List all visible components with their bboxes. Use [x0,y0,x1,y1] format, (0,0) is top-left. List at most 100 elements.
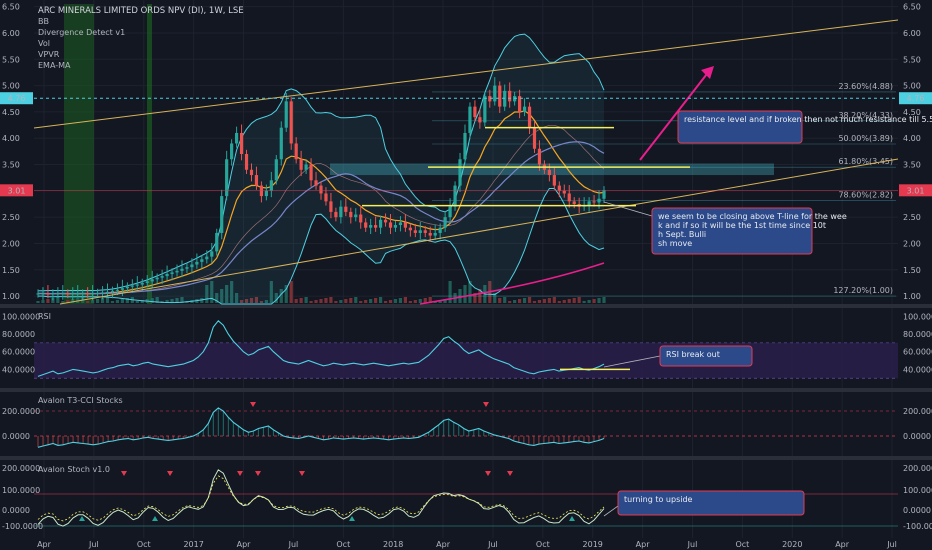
volume-bar-12 [95,299,100,303]
price-tick-left-4: 4.50 [2,108,20,117]
cci-tick-right-0: 200.0000 [903,407,932,416]
note-text-2-0: RSI break out [666,350,720,359]
time-tick-1: Jul [88,540,99,549]
candle-body-42 [244,154,249,170]
candle-body-108 [572,201,576,204]
pane-divider-2 [0,456,932,460]
candle-body-100 [532,127,537,149]
candle-body-87 [468,106,472,133]
fib-label-0: 23.60%(4.88) [838,82,893,91]
time-tick-16: Apr [835,540,850,549]
volume-bar-17 [120,299,125,303]
stoch-sell-marker-3 [255,471,261,476]
fib-label-1: 38.20%(4.33) [838,111,893,120]
candle-body-70 [383,219,388,223]
axes: 6.50 6.50 6.00 6.00 5.50 5.50 5.00 5.00 4.50 4.50… [0,3,932,549]
volume-bar-76 [413,300,417,303]
volume-bar-103 [547,298,551,303]
volume-bar-64 [354,297,358,303]
candle-body-20 [135,284,139,286]
stoch-buy-marker-2 [349,516,355,521]
candle-body-99 [527,106,532,128]
volume-bar-13 [100,298,105,303]
upper-badge-left: 4.76 [8,94,26,103]
candle-body-86 [463,132,467,160]
indicator-label-vpvr[interactable]: VPVR [38,50,60,59]
note-text-1-3: sh move [658,239,692,248]
candle-body-78 [423,230,427,233]
volume-bar-29 [180,297,184,303]
candle-body-28 [175,270,179,273]
candle-body-66 [364,222,368,228]
candle-body-41 [239,132,244,154]
time-tick-13: Jul [687,540,698,549]
candle-body-52 [294,143,298,160]
price-tick-right-11: 1.00 [903,292,921,301]
volume-bar-42 [244,299,249,303]
resistance-zone [330,163,774,176]
price-tick-left-9: 2.00 [2,239,20,248]
candle-body-45 [259,185,264,197]
drawing-tools[interactable] [33,19,899,305]
candle-body-62 [344,206,348,212]
note-box-2 [659,345,753,367]
candle-body-112 [592,201,596,203]
stoch-buy-marker-1 [152,516,158,521]
candle-body-32 [195,261,199,265]
cci-tick-left-0: 200.0000 [2,407,40,416]
time-tick-8: Apr [436,540,451,549]
candle-body-73 [398,222,403,226]
volume-bar-5 [61,301,65,303]
volume-bar-106 [562,300,566,303]
volume-bar-78 [423,298,427,303]
volume-bar-102 [542,299,547,303]
note-text-1-1: k and if so it will be the 1st time sinc… [658,221,826,230]
candle-body-16 [115,289,120,291]
indicator-label-vol[interactable]: Vol [38,39,50,48]
indicator-label-ema-ma[interactable]: EMA-MA [38,61,71,70]
candle-body-54 [304,164,308,170]
candle-body-8 [76,293,80,295]
stoch-pane-title: Avalon Stoch v1.0 [38,465,110,474]
candle-body-64 [354,214,358,218]
volume-bar-96 [513,300,517,303]
pane-divider-1 [0,388,932,392]
candle-body-91 [488,96,492,102]
indicator-label-divergence[interactable]: Divergence Detect v1 [38,28,125,37]
candle-body-105 [557,185,561,191]
candle-body-63 [349,211,353,218]
fibonacci-levels: 23.60%(4.88) 38.20%(4.33) 50.00%(3.89) 61.8… [330,82,896,297]
candle-body-67 [369,225,373,228]
candle-body-22 [145,281,149,283]
candle-body-88 [473,106,477,118]
volume-bar-40 [234,293,239,303]
annotation-callouts[interactable]: resistance level and if broken then not … [603,110,932,517]
candle-body-71 [388,222,393,228]
upper-badge-left-bg [0,92,33,105]
stoch-d-line [37,475,605,522]
indicator-label-bb[interactable]: BB [38,17,49,26]
candle-body-76 [413,230,417,233]
time-tick-2: Oct [137,540,151,549]
volume-bar-57 [319,299,323,303]
fib-label-4: 78.60%(2.82) [838,190,893,199]
stoch-sell-marker-6 [507,471,513,476]
volume-bar-10 [86,301,90,303]
volume-bar-52 [294,299,298,303]
candle-body-44 [254,175,259,186]
volume-bar-41 [239,300,244,303]
price-tick-left-2: 5.50 [2,55,20,64]
candle-body-113 [597,198,601,203]
volume-bar-108 [572,298,576,303]
chart-legend: ARC MINERALS LIMITED ORDS NPV (DI), 1W, … [38,6,244,474]
volume-bar-81 [438,300,442,303]
symbol-title: ARC MINERALS LIMITED ORDS NPV (DI), 1W, … [38,6,244,16]
price-tick-left-0: 6.50 [2,3,20,12]
volume-bar-50 [284,285,288,303]
volume-bar-73 [398,298,403,303]
stoch-k-line [37,469,605,527]
candle-body-36 [215,232,219,252]
volume-bar-101 [537,300,542,303]
current-badge-left: 3.01 [8,186,26,195]
